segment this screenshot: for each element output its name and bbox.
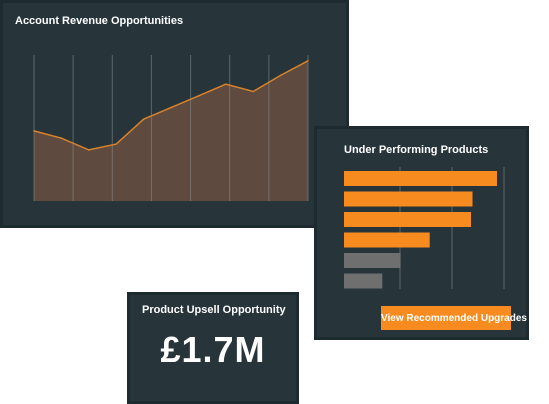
revenue-data-point <box>225 83 227 85</box>
revenue-data-point <box>88 149 90 151</box>
product-bar <box>344 212 471 227</box>
products-bar-chart <box>344 167 505 289</box>
revenue-data-point <box>197 95 200 97</box>
product-bar <box>344 253 401 268</box>
products-card-title: Under Performing Products <box>344 144 489 156</box>
revenue-area-chart <box>33 55 309 201</box>
revenue-card: Account Revenue Opportunities <box>0 0 349 228</box>
upsell-card: Product Upsell Opportunity £1.7M <box>127 292 299 404</box>
revenue-card-title: Account Revenue Opportunities <box>15 15 184 27</box>
product-bar <box>344 191 473 207</box>
revenue-data-point <box>33 130 35 132</box>
revenue-data-point <box>60 137 63 139</box>
revenue-data-point <box>115 143 117 145</box>
revenue-data-point <box>252 90 254 93</box>
revenue-data-point <box>279 74 282 77</box>
view-recommended-upgrades-button[interactable]: View Recommended Upgrades <box>381 306 527 330</box>
revenue-data-point <box>142 118 145 120</box>
products-card: Under Performing Products View Recommend… <box>314 126 529 340</box>
upsell-card-title: Product Upsell Opportunity <box>142 304 286 316</box>
upsell-value: £1.7M <box>160 329 266 370</box>
product-bar <box>344 273 383 289</box>
revenue-data-point <box>307 60 309 62</box>
revenue-area-fill <box>34 60 308 201</box>
revenue-data-point <box>170 106 172 109</box>
product-bar <box>344 232 430 248</box>
product-bar <box>344 171 497 186</box>
